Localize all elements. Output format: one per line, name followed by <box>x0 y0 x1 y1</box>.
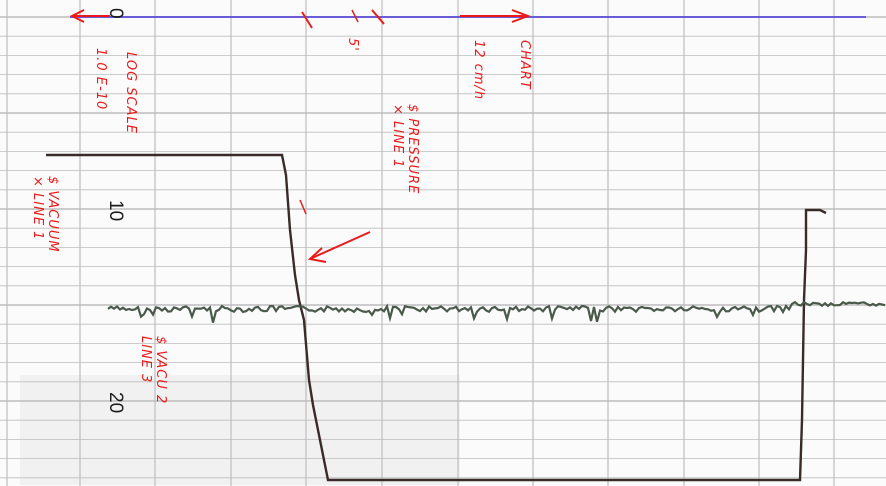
tick-marks <box>299 9 385 215</box>
vacuum-2-note: $ VACU 2 LINE 3 <box>138 336 168 404</box>
scale-label-ten: 10 <box>105 200 126 222</box>
scale-label-zero: 0 <box>105 8 126 19</box>
vacuum-note: $ VACUUM × LINE 1 <box>30 176 60 253</box>
chart-note: CHART <box>517 40 532 90</box>
chart-speed-label: 12 cm/h <box>471 40 486 101</box>
chart-arrow <box>460 9 531 23</box>
pressure-trace-line <box>46 153 827 482</box>
pressure-label-line1: $ PRESSURE <box>405 104 420 195</box>
vertical-grid-lines <box>6 0 835 486</box>
tick-label: 5' <box>345 38 360 52</box>
tick-note: 5' <box>345 38 360 52</box>
vacuum-2-label-line2: LINE 3 <box>138 336 153 384</box>
log-range-note: 1.0 E-10 <box>93 48 108 110</box>
vacuum-label-line1: $ VACUUM <box>45 176 60 253</box>
log-scale-label: LOG SCALE <box>123 52 138 134</box>
vacuum-trace-line <box>107 300 886 324</box>
pressure-label-line2: × LINE 1 <box>390 104 405 169</box>
scale-label-twenty: 20 <box>105 392 126 414</box>
horizontal-grid-lines <box>0 16 886 479</box>
log-scale-note: LOG SCALE <box>123 52 138 134</box>
chart-speed-note: 12 cm/h <box>471 40 486 100</box>
pressure-note: $ PRESSURE × LINE 1 <box>390 104 420 194</box>
chart-label: CHART <box>517 40 532 90</box>
vacuum-label-line2: × LINE 1 <box>30 176 45 241</box>
vacuum-2-label-line1: $ VACU 2 <box>153 336 168 405</box>
paper-smudge <box>20 375 460 485</box>
red-arrow <box>307 231 371 263</box>
start-arrow <box>69 9 110 23</box>
log-range-label: 1.0 E-10 <box>93 48 108 111</box>
